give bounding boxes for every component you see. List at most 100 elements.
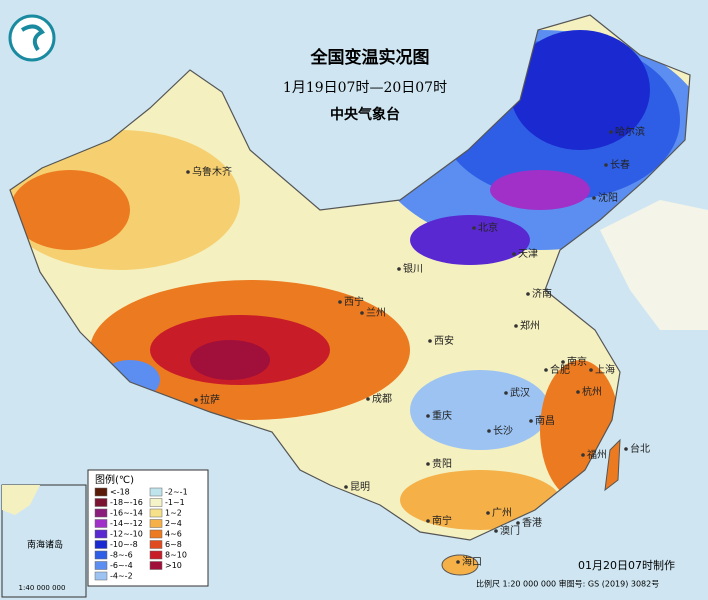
city-dot [487, 429, 491, 433]
city-dot [529, 419, 533, 423]
legend-label: >10 [165, 561, 182, 570]
legend-label: -8~-6 [110, 551, 133, 560]
city-dot [604, 163, 608, 167]
legend-swatch [149, 540, 163, 549]
legend-swatch [94, 487, 108, 497]
legend-swatch [94, 571, 108, 581]
legend-swatch [149, 561, 163, 570]
city-label: 沈阳 [598, 191, 618, 204]
period: 1月19日07时—20日07时 [283, 80, 447, 96]
city-label: 重庆 [432, 409, 452, 422]
city-dot [426, 462, 430, 466]
legend-swatch [94, 498, 108, 507]
legend-swatch [94, 561, 108, 570]
city-label: 海口 [462, 555, 482, 568]
legend-label: -1~1 [165, 498, 185, 507]
city-label: 贵阳 [432, 457, 452, 470]
legend-label: 8~10 [165, 551, 187, 560]
inset-land [2, 485, 40, 515]
city-label: 长春 [610, 159, 630, 171]
legend-label: <-18 [110, 488, 130, 497]
title: 全国变温实况图 [310, 47, 430, 68]
city-dot [576, 390, 580, 394]
korea-japan-land [600, 200, 708, 330]
legend-swatch [149, 550, 163, 560]
agency: 中央气象台 [330, 106, 400, 123]
made-time: 01月20日07时制作 [578, 559, 675, 572]
hainan [441, 554, 479, 576]
legend-label: -6~-4 [110, 561, 133, 570]
city-dot [360, 311, 364, 315]
city-dot [516, 521, 520, 525]
city-label: 郑州 [520, 319, 540, 332]
city-dot [526, 292, 530, 296]
legend-swatch [149, 498, 163, 507]
city-dot [494, 529, 498, 533]
legend-label: 4~6 [165, 530, 182, 539]
legend-swatch [94, 508, 108, 518]
city-dot [512, 252, 516, 256]
city-dot [624, 447, 628, 451]
legend-swatch [94, 550, 108, 560]
city-dot [186, 170, 190, 174]
legend-label: -14~-12 [110, 519, 143, 528]
city-dot [472, 226, 476, 230]
legend-swatch [149, 508, 163, 518]
city-label: 南宁 [432, 514, 452, 527]
city-label: 拉萨 [200, 393, 220, 406]
city-dot [426, 519, 430, 523]
legend [87, 469, 209, 587]
legend-label: -18~-16 [110, 498, 143, 507]
city-label: 银川 [403, 262, 423, 275]
legend-label: -12~-10 [110, 530, 143, 539]
city-dot [428, 339, 432, 343]
legend-label: 2~4 [165, 519, 182, 528]
city-dot [344, 485, 348, 489]
city-label: 广州 [492, 507, 512, 519]
city-label: 昆明 [350, 481, 370, 493]
city-dot [514, 324, 518, 328]
city-dot [456, 560, 460, 564]
logo-mark [20, 24, 45, 52]
legend-label: -16~-14 [110, 509, 143, 518]
city-label: 天津 [518, 248, 538, 260]
city-label: 南昌 [535, 414, 555, 427]
city-label: 香港 [522, 517, 542, 529]
city-dot [592, 196, 596, 200]
city-label: 兰州 [366, 306, 386, 319]
city-label: 成都 [372, 393, 392, 405]
city-dot [589, 368, 593, 372]
city-label: 济南 [532, 287, 552, 300]
legend-swatch [149, 519, 163, 528]
city-dot [561, 360, 565, 364]
city-label: 北京 [478, 221, 498, 234]
legend-swatch [94, 519, 108, 528]
legend-swatch [149, 529, 163, 539]
city-label: 上海 [595, 363, 615, 376]
city-label: 哈尔滨 [615, 125, 645, 138]
city-label: 西安 [434, 334, 454, 347]
city-label: 澳门 [500, 524, 520, 537]
city-label: 南京 [567, 355, 587, 368]
city-label: 福州 [587, 448, 607, 461]
border [9, 14, 691, 541]
city-dot [609, 130, 613, 134]
city-dot [338, 300, 342, 304]
city-label: 西宁 [344, 295, 364, 308]
city-dot [544, 368, 548, 372]
city-dot [504, 391, 508, 395]
city-dot [194, 398, 198, 402]
legend-swatch [94, 540, 108, 549]
legend-label: -4~-2 [110, 572, 133, 581]
legend-swatch [149, 487, 163, 497]
city-label: 合肥 [550, 363, 570, 376]
legend-label: -2~-1 [165, 488, 188, 497]
city-dot [426, 414, 430, 418]
city-label: 武汉 [510, 386, 530, 399]
legend-title: 图例(℃) [95, 473, 134, 486]
city-label: 乌鲁木齐 [192, 165, 232, 178]
inset-scale: 1:40 000 000 [19, 584, 66, 592]
inset-title: 南海诸岛 [27, 539, 63, 551]
city-dot [366, 397, 370, 401]
